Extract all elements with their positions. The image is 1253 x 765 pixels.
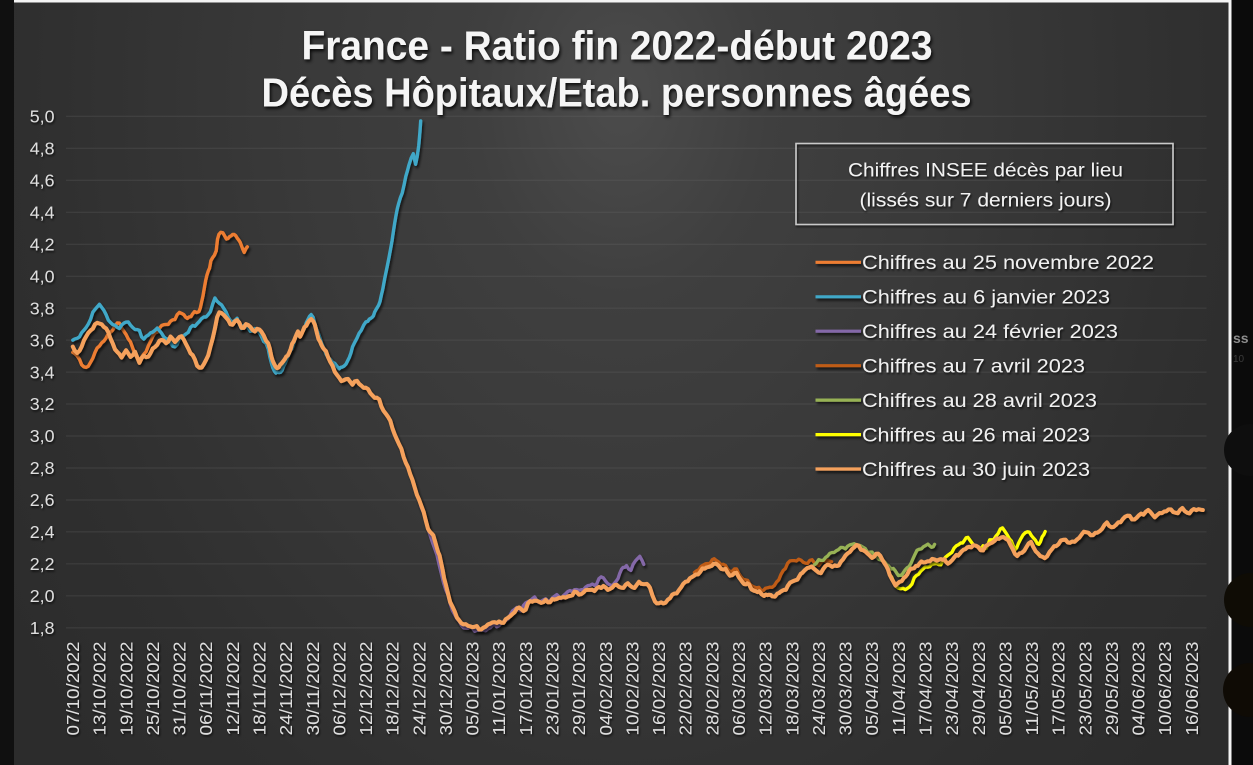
svg-text:10/06/2023: 10/06/2023 (1155, 642, 1175, 736)
svg-text:25/10/2022: 25/10/2022 (143, 642, 163, 736)
svg-text:3,2: 3,2 (30, 394, 55, 414)
svg-text:18/12/2022: 18/12/2022 (383, 642, 403, 736)
svg-text:24/03/2023: 24/03/2023 (809, 642, 829, 736)
svg-text:Décès Hôpitaux/Etab. personnes: Décès Hôpitaux/Etab. personnes âgées (262, 70, 972, 116)
svg-text:17/01/2023: 17/01/2023 (516, 642, 536, 736)
svg-text:3,4: 3,4 (30, 362, 55, 382)
svg-text:06/03/2023: 06/03/2023 (729, 642, 749, 736)
svg-text:ss: ss (1233, 330, 1249, 346)
svg-text:30/12/2022: 30/12/2022 (436, 642, 456, 736)
svg-text:12/11/2022: 12/11/2022 (223, 642, 243, 736)
svg-text:30/03/2023: 30/03/2023 (836, 642, 856, 736)
svg-text:Chiffres au 28 avril 2023: Chiffres au 28 avril 2023 (862, 391, 1097, 412)
svg-text:04/06/2023: 04/06/2023 (1129, 642, 1149, 736)
svg-text:06/11/2022: 06/11/2022 (196, 642, 216, 736)
svg-text:30/11/2022: 30/11/2022 (303, 642, 323, 736)
svg-text:11/01/2023: 11/01/2023 (489, 642, 509, 736)
svg-text:22/02/2023: 22/02/2023 (676, 642, 696, 736)
svg-text:4,8: 4,8 (30, 139, 55, 159)
svg-text:29/05/2023: 29/05/2023 (1102, 642, 1122, 736)
svg-text:17/05/2023: 17/05/2023 (1049, 642, 1069, 736)
svg-text:04/02/2023: 04/02/2023 (596, 642, 616, 736)
svg-text:Chiffres au 26 mai 2023: Chiffres au 26 mai 2023 (862, 425, 1090, 446)
svg-text:16/06/2023: 16/06/2023 (1182, 642, 1202, 736)
svg-text:4,2: 4,2 (30, 234, 55, 254)
svg-text:4,4: 4,4 (30, 202, 55, 222)
svg-text:Chiffres au 6 janvier 2023: Chiffres au 6 janvier 2023 (862, 288, 1110, 309)
svg-text:07/10/2022: 07/10/2022 (63, 642, 83, 736)
svg-text:France - Ratio fin 2022-début: France - Ratio fin 2022-début 2023 (302, 23, 933, 69)
svg-text:18/03/2023: 18/03/2023 (782, 642, 802, 736)
svg-text:06/12/2022: 06/12/2022 (329, 642, 349, 736)
svg-text:5,0: 5,0 (30, 107, 55, 127)
svg-text:4,0: 4,0 (30, 266, 55, 286)
svg-text:10/02/2023: 10/02/2023 (622, 642, 642, 736)
svg-text:23/04/2023: 23/04/2023 (942, 642, 962, 736)
svg-text:Chiffres au 25 novembre 2022: Chiffres au 25 novembre 2022 (862, 253, 1154, 274)
svg-text:(lissés sur 7 derniers jours): (lissés sur 7 derniers jours) (860, 191, 1112, 212)
svg-text:2,4: 2,4 (30, 522, 55, 542)
svg-text:Chiffres INSEE décès par lieu: Chiffres INSEE décès par lieu (848, 161, 1123, 182)
svg-text:11/04/2023: 11/04/2023 (889, 642, 909, 736)
svg-text:31/10/2022: 31/10/2022 (170, 642, 190, 736)
svg-text:Chiffres au 7 avril 2023: Chiffres au 7 avril 2023 (862, 357, 1085, 378)
svg-text:12/12/2022: 12/12/2022 (356, 642, 376, 736)
svg-text:18/11/2022: 18/11/2022 (250, 642, 270, 736)
svg-text:23/05/2023: 23/05/2023 (1075, 642, 1095, 736)
svg-text:11/05/2023: 11/05/2023 (1022, 642, 1042, 736)
svg-text:2,8: 2,8 (30, 458, 55, 478)
svg-text:13/10/2022: 13/10/2022 (90, 642, 110, 736)
svg-text:05/05/2023: 05/05/2023 (995, 642, 1015, 736)
svg-text:2,6: 2,6 (30, 490, 55, 510)
svg-text:1,8: 1,8 (30, 618, 55, 638)
svg-text:2,2: 2,2 (30, 554, 55, 574)
svg-text:4,6: 4,6 (30, 170, 55, 190)
svg-text:05/04/2023: 05/04/2023 (862, 642, 882, 736)
svg-text:2,0: 2,0 (30, 586, 55, 606)
svg-text:29/04/2023: 29/04/2023 (969, 642, 989, 736)
svg-text:24/12/2022: 24/12/2022 (409, 642, 429, 736)
svg-text:3,0: 3,0 (30, 426, 55, 446)
svg-text:Chiffres au 30 juin 2023: Chiffres au 30 juin 2023 (862, 460, 1090, 481)
svg-text:23/01/2023: 23/01/2023 (543, 642, 563, 736)
svg-text:3,6: 3,6 (30, 330, 55, 350)
svg-text:28/02/2023: 28/02/2023 (702, 642, 722, 736)
svg-text:19/10/2022: 19/10/2022 (116, 642, 136, 736)
svg-text:24/11/2022: 24/11/2022 (276, 642, 296, 736)
svg-text:17/04/2023: 17/04/2023 (916, 642, 936, 736)
svg-text:05/01/2023: 05/01/2023 (463, 642, 483, 736)
svg-text:12/03/2023: 12/03/2023 (756, 642, 776, 736)
svg-text:Chiffres au 24 février 2023: Chiffres au 24 février 2023 (862, 322, 1118, 343)
svg-text:16/02/2023: 16/02/2023 (649, 642, 669, 736)
svg-text:3,8: 3,8 (30, 298, 55, 318)
svg-text:10: 10 (1233, 354, 1245, 365)
svg-text:29/01/2023: 29/01/2023 (569, 642, 589, 736)
